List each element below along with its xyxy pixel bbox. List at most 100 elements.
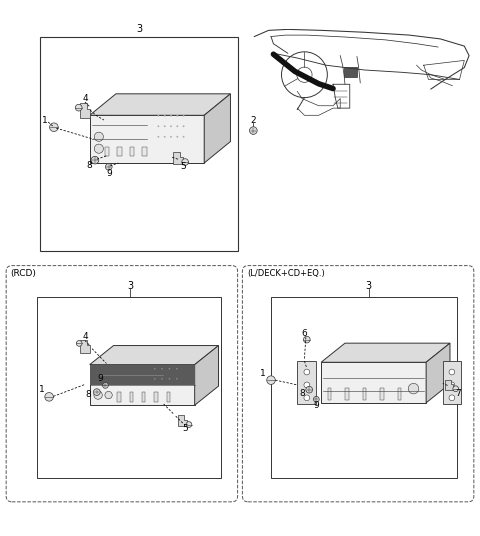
Circle shape — [154, 378, 156, 379]
Circle shape — [176, 125, 178, 127]
Polygon shape — [90, 115, 204, 163]
Bar — [117, 392, 120, 402]
Circle shape — [182, 159, 189, 166]
Circle shape — [91, 157, 99, 164]
Circle shape — [176, 115, 178, 117]
Circle shape — [170, 125, 172, 127]
Circle shape — [94, 389, 100, 396]
Circle shape — [157, 136, 159, 138]
Polygon shape — [321, 343, 450, 362]
Circle shape — [161, 378, 163, 379]
Circle shape — [176, 368, 178, 369]
Text: 2: 2 — [251, 116, 256, 124]
Text: 3: 3 — [127, 281, 133, 291]
Text: 5: 5 — [182, 425, 188, 433]
Polygon shape — [321, 362, 426, 403]
Circle shape — [49, 123, 58, 131]
Bar — [130, 147, 134, 156]
Bar — [167, 392, 170, 402]
Bar — [154, 392, 157, 402]
Text: 8: 8 — [87, 161, 93, 170]
Circle shape — [176, 136, 178, 138]
Bar — [443, 361, 461, 404]
Circle shape — [164, 136, 166, 138]
Polygon shape — [90, 364, 195, 405]
Polygon shape — [204, 94, 230, 163]
Circle shape — [164, 115, 166, 117]
Circle shape — [94, 132, 103, 142]
Circle shape — [250, 126, 257, 135]
Circle shape — [103, 383, 108, 388]
Polygon shape — [445, 379, 453, 390]
Bar — [143, 147, 147, 156]
Circle shape — [449, 369, 455, 375]
Circle shape — [183, 136, 184, 138]
Bar — [380, 388, 384, 399]
Circle shape — [170, 115, 172, 117]
Text: (RCD): (RCD) — [10, 269, 36, 278]
Circle shape — [449, 382, 455, 388]
Text: 1: 1 — [41, 116, 47, 124]
Bar — [344, 66, 358, 77]
Text: 7: 7 — [455, 389, 461, 398]
Circle shape — [161, 368, 163, 369]
Text: 1: 1 — [260, 369, 266, 378]
Circle shape — [76, 340, 82, 346]
Bar — [37, 296, 221, 478]
Polygon shape — [426, 343, 450, 403]
Circle shape — [164, 125, 166, 127]
Text: 9: 9 — [97, 374, 103, 383]
Bar — [130, 392, 133, 402]
Circle shape — [157, 125, 159, 127]
Circle shape — [45, 392, 53, 401]
Text: 8: 8 — [299, 389, 305, 398]
Circle shape — [183, 125, 184, 127]
Text: 6: 6 — [301, 329, 307, 338]
Circle shape — [106, 163, 112, 170]
Circle shape — [154, 368, 156, 369]
Bar — [39, 36, 238, 251]
Circle shape — [168, 378, 170, 379]
Polygon shape — [195, 346, 218, 405]
Text: 8: 8 — [86, 390, 92, 399]
Circle shape — [94, 391, 102, 399]
Bar — [105, 147, 109, 156]
Text: 3: 3 — [137, 25, 143, 34]
Circle shape — [313, 397, 319, 402]
Circle shape — [168, 368, 170, 369]
Bar — [328, 388, 331, 399]
Text: 4: 4 — [82, 94, 88, 103]
Circle shape — [408, 383, 419, 394]
Text: 9: 9 — [106, 169, 112, 178]
Bar — [297, 361, 316, 404]
Circle shape — [304, 369, 310, 375]
Bar — [363, 388, 366, 399]
Text: 9: 9 — [313, 401, 319, 410]
Circle shape — [267, 376, 276, 384]
Polygon shape — [173, 152, 183, 165]
Circle shape — [304, 382, 310, 388]
Circle shape — [453, 386, 458, 392]
Polygon shape — [90, 364, 195, 385]
Text: (L/DECK+CD+EQ.): (L/DECK+CD+EQ.) — [247, 269, 325, 278]
Text: 1: 1 — [39, 385, 45, 394]
Circle shape — [105, 391, 112, 399]
Circle shape — [157, 115, 159, 117]
Bar — [117, 147, 121, 156]
Bar — [345, 388, 348, 399]
Polygon shape — [80, 340, 90, 353]
Circle shape — [306, 386, 312, 393]
Polygon shape — [179, 415, 187, 426]
Circle shape — [94, 144, 103, 153]
Text: 5: 5 — [180, 162, 186, 171]
Bar — [142, 392, 145, 402]
Text: 3: 3 — [366, 281, 372, 291]
Polygon shape — [90, 94, 230, 115]
Bar — [398, 388, 401, 399]
Circle shape — [183, 115, 184, 117]
Circle shape — [304, 395, 310, 401]
Polygon shape — [90, 346, 218, 364]
Circle shape — [75, 105, 82, 111]
Polygon shape — [80, 103, 90, 118]
Circle shape — [449, 395, 455, 401]
